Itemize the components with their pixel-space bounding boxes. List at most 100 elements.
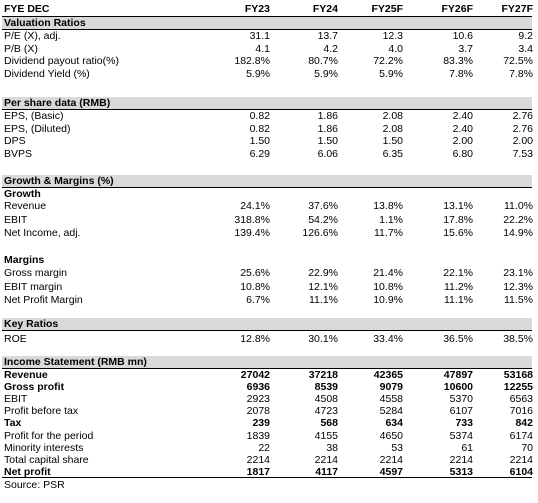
cell-value: 21.4%	[373, 267, 403, 279]
cell-value: 6.80	[452, 147, 473, 160]
cell-value: 1817	[246, 465, 270, 478]
year-header: FY25F	[371, 3, 403, 15]
row-label: Profit before tax	[4, 405, 79, 418]
year-header: FY27F	[501, 3, 533, 15]
table-row: EBIT 318.8% 54.2% 1.1% 17.8% 22.2%	[2, 213, 533, 226]
cell-value: 1839	[246, 429, 270, 442]
cell-value: 17.8%	[443, 213, 473, 226]
cell-value: 31.1	[249, 30, 270, 42]
cell-value: 5.9%	[314, 67, 338, 80]
cell-value: 6104	[509, 465, 533, 478]
row-label: Revenue	[4, 369, 48, 381]
cell-value: 83.3%	[443, 55, 473, 67]
cell-value: 5284	[379, 405, 403, 418]
row-label: ROE	[4, 333, 27, 345]
cell-value: 4155	[314, 429, 338, 442]
section-title-growth-margins: Growth & Margins (%)	[2, 175, 532, 187]
cell-value: 10.8%	[240, 280, 270, 293]
cell-value: 54.2%	[308, 213, 338, 226]
cell-value: 11.1%	[444, 294, 473, 306]
cell-value: 22.9%	[308, 267, 338, 279]
cell-value: 72.5%	[503, 55, 533, 67]
cell-value: 2214	[246, 453, 270, 466]
cell-value: 5374	[449, 429, 473, 442]
cell-value: 4117	[315, 465, 338, 478]
cell-value: 9.2	[518, 30, 533, 42]
cell-value: 4597	[379, 465, 403, 478]
cell-value: 2.00	[452, 135, 473, 147]
cell-value: 5313	[449, 465, 473, 478]
cell-value: 5370	[449, 393, 473, 406]
cell-value: 2.40	[452, 110, 473, 122]
cell-value: 1.1%	[379, 213, 403, 226]
cell-value: 7016	[509, 405, 533, 418]
cell-value: 38.5%	[503, 333, 533, 345]
cell-value: 61	[461, 441, 473, 454]
cell-value: 4.2	[323, 42, 338, 55]
table-row: Minority interests 22 38 53 61 70	[2, 441, 533, 454]
cell-value: 53168	[503, 369, 533, 381]
row-label: Minority interests	[4, 441, 84, 454]
cell-value: 15.6%	[443, 227, 473, 239]
cell-value: 22.2%	[503, 213, 533, 226]
cell-value: 42365	[373, 369, 403, 381]
subsection-title-margins: Margins	[4, 254, 45, 266]
cell-value: 11.1%	[309, 294, 338, 306]
cell-value: 30.1%	[308, 333, 338, 345]
table-row: EPS, (Basic) 0.82 1.86 2.08 2.40 2.76	[2, 110, 533, 122]
cell-value: 36.5%	[443, 333, 473, 345]
table-row: P/B (X) 4.1 4.2 4.0 3.7 3.4	[2, 42, 533, 55]
table-row: EBIT margin 10.8% 12.1% 10.8% 11.2% 12.3%	[2, 280, 533, 293]
cell-value: 2.40	[452, 122, 473, 135]
table-row: EBIT 2923 4508 4558 5370 6563	[2, 393, 533, 406]
cell-value: 22	[258, 441, 270, 454]
cell-value: 1.50	[382, 135, 403, 147]
cell-value: 6.06	[317, 147, 338, 160]
table-row: Gross profit 6936 8539 9079 10600 12255	[2, 381, 533, 394]
cell-value: 7.8%	[509, 67, 533, 80]
cell-value: 733	[455, 417, 473, 430]
cell-value: 4723	[314, 405, 338, 418]
table-row: Tax 239 568 634 733 842	[2, 417, 533, 430]
section-title-income-statement: Income Statement (RMB mn)	[2, 356, 532, 368]
row-label: Gross margin	[4, 267, 68, 279]
cell-value: 11.7%	[374, 227, 403, 239]
cell-value: 4.0	[388, 42, 403, 55]
cell-value: 23.1%	[503, 267, 533, 279]
cell-value: 2.00	[512, 135, 533, 147]
source-note: Source: PSR	[4, 479, 65, 491]
cell-value: 6.35	[382, 147, 403, 160]
year-header: FY24	[312, 3, 338, 15]
cell-value: 139.4%	[234, 227, 270, 239]
cell-value: 4650	[379, 429, 403, 442]
table-row: EPS, (Diluted) 0.82 1.86 2.08 2.40 2.76	[2, 122, 533, 135]
table-row: Revenue 27042 37218 42365 47897 53168	[2, 369, 533, 381]
row-label: EPS, (Diluted)	[4, 122, 71, 135]
cell-value: 33.4%	[373, 333, 403, 345]
cell-value: 318.8%	[234, 213, 270, 226]
cell-value: 4508	[314, 393, 338, 406]
table-row: Dividend payout ratio(%) 182.8% 80.7% 72.2%…	[2, 55, 533, 67]
cell-value: 5.9%	[246, 67, 270, 80]
cell-value: 2214	[379, 453, 403, 466]
cell-value: 12.3	[382, 30, 403, 42]
divider	[2, 477, 532, 478]
cell-value: 126.6%	[302, 227, 338, 239]
cell-value: 80.7%	[308, 55, 338, 67]
cell-value: 22.1%	[443, 267, 473, 279]
cell-value: 13.8%	[373, 200, 403, 212]
fye-label: FYE DEC	[4, 3, 50, 15]
row-label: Gross profit	[4, 381, 65, 394]
cell-value: 10.6	[452, 30, 473, 42]
row-label: Net Income, adj.	[4, 227, 81, 239]
cell-value: 2214	[314, 453, 338, 466]
cell-value: 6.29	[249, 147, 270, 160]
cell-value: 37.6%	[308, 200, 338, 212]
section-title-key-ratios: Key Ratios	[2, 318, 532, 330]
cell-value: 37218	[308, 369, 338, 381]
table-row: DPS 1.50 1.50 1.50 2.00 2.00	[2, 135, 533, 147]
cell-value: 24.1%	[240, 200, 270, 212]
cell-value: 12.3%	[503, 280, 533, 293]
cell-value: 10.9%	[373, 294, 403, 306]
